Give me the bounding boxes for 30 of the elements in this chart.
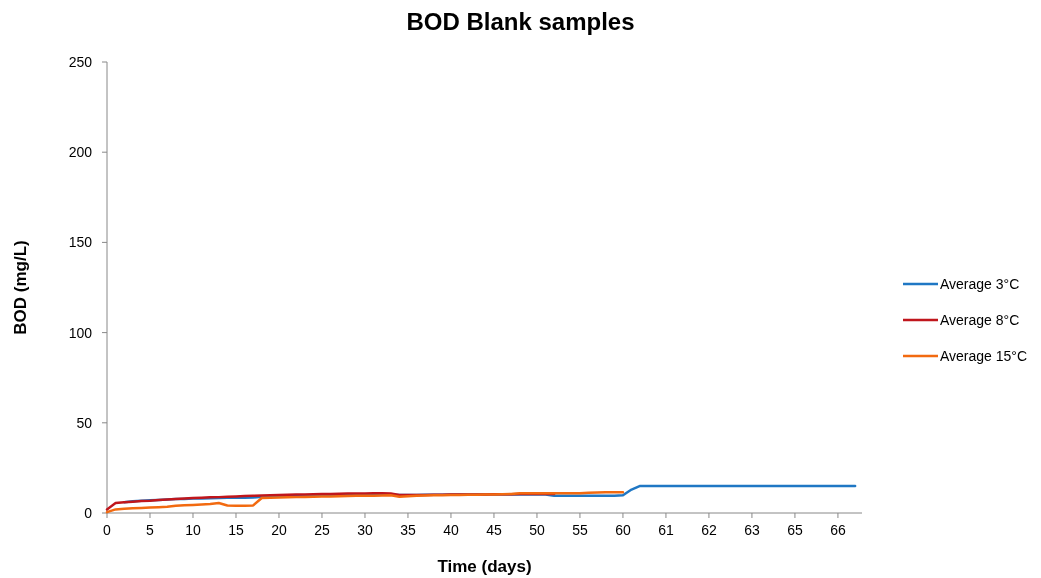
- y-tick-label: 0: [84, 504, 93, 521]
- legend-label: Average 8°C: [940, 311, 1020, 328]
- x-tick-label: 60: [615, 522, 631, 538]
- y-tick-label: 250: [68, 53, 93, 70]
- x-tick-label: 5: [146, 522, 155, 538]
- x-tick-label: 45: [486, 522, 502, 538]
- x-tick-label: 55: [572, 522, 588, 538]
- y-tick-label: 50: [76, 414, 93, 431]
- legend-label: Average 15°C: [940, 347, 1028, 364]
- x-tick-label: 0: [103, 522, 112, 538]
- x-tick-label: 30: [357, 522, 373, 538]
- x-tick-label: 65: [787, 522, 803, 538]
- x-tick-label: 35: [400, 522, 416, 538]
- x-axis-title: Time (days): [437, 557, 532, 576]
- x-tick-label: 40: [443, 522, 459, 538]
- x-tick-label: 10: [185, 522, 201, 538]
- x-tick-label: 62: [701, 522, 717, 538]
- x-tick-label: 66: [830, 522, 846, 538]
- x-tick-label: 50: [529, 522, 545, 538]
- x-tick-label: 25: [314, 522, 330, 538]
- legend-label: Average 3°C: [940, 275, 1020, 292]
- x-tick-label: 63: [744, 522, 760, 538]
- chart-title: BOD Blank samples: [406, 8, 635, 35]
- x-tick-label: 15: [228, 522, 244, 538]
- y-tick-label: 150: [68, 234, 93, 251]
- x-tick-label: 20: [271, 522, 287, 538]
- y-axis-title: BOD (mg/L): [11, 240, 30, 335]
- y-tick-label: 200: [68, 144, 93, 161]
- y-tick-label: 100: [68, 324, 93, 341]
- x-tick-label: 61: [658, 522, 674, 538]
